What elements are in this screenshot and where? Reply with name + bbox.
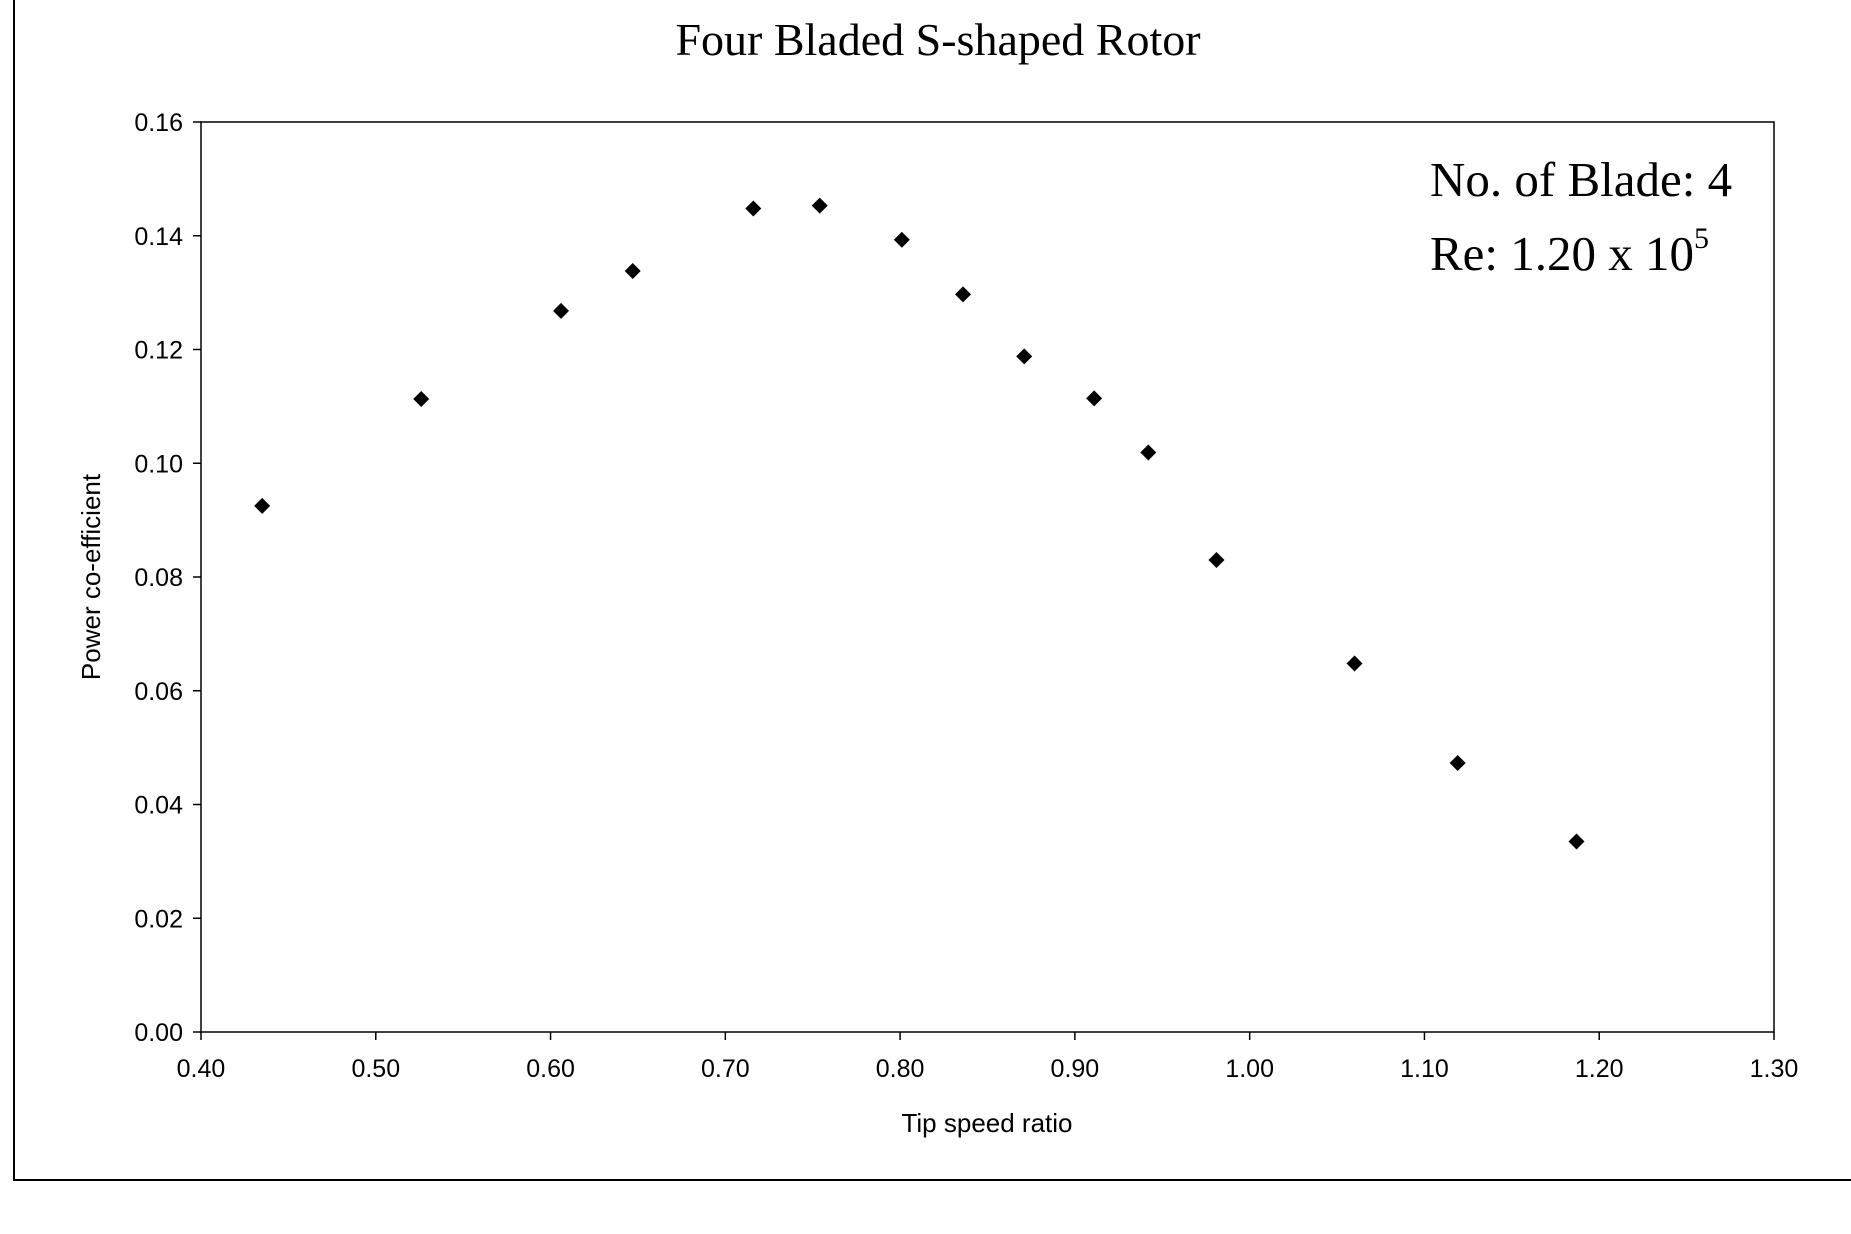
data-point — [1208, 551, 1225, 568]
x-tick-label: 0.80 — [876, 1055, 925, 1083]
x-tick-label: 0.40 — [177, 1055, 226, 1083]
data-point — [893, 231, 910, 248]
x-tick-label: 1.30 — [1750, 1055, 1799, 1083]
y-axis-ticks: 0.00 0.02 0.04 0.06 0.08 0.10 0.12 0.14 0.16 — [134, 109, 201, 1047]
x-tick-label: 1.20 — [1575, 1055, 1624, 1083]
data-point — [1016, 348, 1033, 365]
data-point — [1346, 655, 1363, 672]
annotation-blades: No. of Blade: 4 — [1430, 152, 1732, 207]
annotation-reynolds-value: Re: 1.20 x 10 — [1430, 226, 1694, 281]
data-points — [254, 197, 1585, 850]
y-tick-label: 0.08 — [134, 564, 183, 592]
y-tick-label: 0.02 — [134, 905, 183, 933]
plot-area — [200, 121, 1775, 1033]
data-point — [413, 390, 430, 407]
data-point — [745, 200, 762, 217]
x-tick-label: 1.00 — [1225, 1055, 1274, 1083]
data-point — [1568, 833, 1585, 850]
x-tick-label: 0.60 — [526, 1055, 575, 1083]
y-tick-label: 0.14 — [134, 223, 183, 251]
y-axis-label: Power co-efficient — [76, 473, 106, 680]
data-point — [955, 286, 972, 303]
y-tick-label: 0.12 — [134, 337, 183, 365]
data-point — [1449, 754, 1466, 771]
x-tick-label: 0.90 — [1051, 1055, 1100, 1083]
data-point — [624, 263, 641, 280]
annotation-reynolds: Re: 1.20 x 105 — [1430, 222, 1709, 281]
y-tick-label: 0.06 — [134, 678, 183, 706]
y-tick-label: 0.16 — [134, 109, 183, 137]
data-point — [553, 302, 570, 319]
data-point — [1086, 390, 1103, 407]
x-tick-label: 0.50 — [351, 1055, 400, 1083]
y-tick-label: 0.04 — [134, 792, 183, 820]
data-point — [811, 197, 828, 214]
y-tick-label: 0.00 — [134, 1019, 183, 1047]
x-axis-label: Tip speed ratio — [901, 1108, 1072, 1138]
x-axis-ticks: 0.40 0.50 0.60 0.70 0.80 0.90 1.00 1.10 1.20 1.30 — [177, 1032, 1799, 1083]
figure-frame — [13, 0, 1851, 1181]
annotation-reynolds-exponent: 5 — [1694, 222, 1709, 255]
data-point — [254, 497, 271, 514]
x-tick-label: 0.70 — [701, 1055, 750, 1083]
x-tick-label: 1.10 — [1400, 1055, 1449, 1083]
y-tick-label: 0.10 — [134, 450, 183, 478]
chart-title: Four Bladed S-shaped Rotor — [675, 14, 1200, 65]
data-point — [1140, 444, 1157, 461]
